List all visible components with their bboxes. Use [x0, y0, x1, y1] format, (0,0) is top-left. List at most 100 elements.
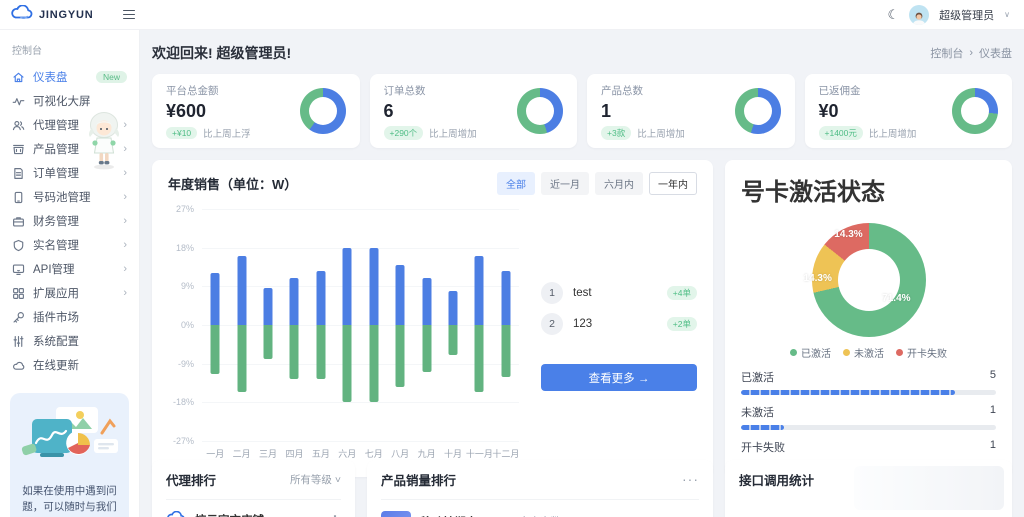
new-badge: New: [95, 71, 127, 83]
sidebar-item-订单管理[interactable]: 订单管理 ›: [0, 161, 139, 185]
product-list-item[interactable]: 80G 移动鲸塑卡 点击次数 ★★★★★: [381, 511, 699, 517]
sidebar-item-label: 财务管理: [33, 216, 79, 228]
sidebar-item-label: 系统配置: [33, 336, 79, 348]
sidebar-item-财务管理[interactable]: 财务管理 ›: [0, 209, 139, 233]
stats-row: 平台总金额 ¥600 +¥10 比上周上浮 订单总数 6 +290个 比上周增加 产…: [152, 74, 1012, 148]
sidebar-item-label: 可视化大屏: [33, 96, 91, 108]
sidebar-item-可视化大屏[interactable]: 可视化大屏: [0, 89, 139, 113]
x-tick-label: 十一月: [465, 449, 493, 459]
product-name: 移动鲸塑卡: [420, 514, 510, 517]
chevron-right-icon: ›: [123, 191, 127, 203]
bar-column-十月: 十月: [440, 209, 466, 459]
y-tick-label: -27%: [172, 436, 194, 446]
shop-icon: [12, 143, 25, 156]
filter-button-全部[interactable]: 全部: [497, 172, 535, 195]
support-text: 如果在使用中遇到问题，可以随时与我们取得联系: [22, 485, 117, 517]
app-header: JINGYUN ☾ 超级管理员 ∨: [0, 0, 1024, 30]
api-stats-title: 接口调用统计: [739, 474, 815, 488]
sidebar-item-label: 插件市场: [33, 312, 79, 324]
breadcrumb-current: 仪表盘: [979, 48, 1012, 60]
agent-ranking-title: 代理排行: [166, 474, 217, 488]
sales-ranking-list: 1 test +4单 2 123 +2单: [541, 273, 697, 344]
filter-button-近一月[interactable]: 近一月: [541, 172, 589, 195]
sidebar: 控制台 仪表盘 New 可视化大屏 代理管理 › 产品管理 › 订单管理 › 号码池管理 › 财务管理…: [0, 30, 140, 517]
sidebar-item-label: API管理: [33, 264, 75, 276]
cloud-icon: [12, 359, 25, 372]
sidebar-item-在线更新[interactable]: 在线更新: [0, 353, 139, 377]
sales-card-title: 年度销售（单位：W）: [168, 177, 298, 192]
sidebar-item-label: 实名管理: [33, 240, 79, 252]
chevron-down-icon: ∨: [1004, 10, 1010, 19]
user-menu[interactable]: 超级管理员: [939, 9, 995, 22]
sidebar-item-仪表盘[interactable]: 仪表盘 New: [0, 65, 139, 89]
stat-desc: 比上周增加: [868, 128, 917, 140]
more-options-icon[interactable]: ⋮: [329, 513, 341, 517]
sidebar-item-产品管理[interactable]: 产品管理 ›: [0, 137, 139, 161]
stat-card: 已返佣金 ¥0 +1400元 比上周增加: [804, 74, 1012, 148]
mascot-character[interactable]: [82, 110, 126, 170]
view-more-button[interactable]: 查看更多 →: [541, 364, 697, 391]
x-tick-label: 三月: [259, 449, 278, 459]
pie-slice-label: 14.3%: [834, 228, 863, 240]
stat-label: 产品总数: [601, 84, 643, 97]
stat-value: ¥600: [166, 100, 207, 121]
agent-level-filter[interactable]: 所有等级 ˅: [289, 474, 341, 486]
x-tick-label: 六月: [338, 449, 357, 459]
grid-icon: [12, 287, 25, 300]
sidebar-collapse-icon[interactable]: [120, 7, 138, 23]
sidebar-item-扩展应用[interactable]: 扩展应用 ›: [0, 281, 139, 305]
activation-label: 已激活: [741, 372, 774, 384]
filter-button-一年内[interactable]: 一年内: [649, 172, 697, 195]
chevron-right-icon: ›: [123, 167, 127, 179]
doc-icon: [12, 167, 25, 180]
annual-sales-card: 年度销售（单位：W） 全部 近一月 六月内 一年内 27% 18% 9% 0% -9% -18%…: [152, 160, 713, 477]
avatar[interactable]: [909, 4, 930, 25]
legend-item: 开卡失败: [896, 345, 947, 360]
x-tick-label: 一月: [206, 449, 225, 459]
breadcrumb-separator: ›: [969, 47, 973, 59]
stat-donut-chart: [734, 88, 781, 134]
bar-column-六月: 六月: [334, 209, 360, 459]
bar-column-八月: 八月: [387, 209, 413, 459]
breadcrumb-home[interactable]: 控制台: [930, 48, 964, 60]
shield-icon: [12, 239, 25, 252]
bar-column-一月: 一月: [202, 209, 228, 459]
sidebar-item-实名管理[interactable]: 实名管理 ›: [0, 233, 139, 257]
stat-value: ¥0: [818, 100, 839, 121]
sidebar-item-代理管理[interactable]: 代理管理 ›: [0, 113, 139, 137]
x-tick-label: 七月: [364, 449, 383, 459]
plug-icon: [12, 311, 25, 324]
home-icon: [12, 71, 25, 84]
activation-row-已激活: 已激活 5: [741, 369, 996, 395]
stat-donut-chart: [517, 88, 563, 134]
agent-list-item[interactable]: 惊云官方店铺 ⋮: [166, 510, 341, 517]
card-activation-status: 号卡激活状态 71.4% 14.3% 14.3% 已激活 未激活 开卡失败 已激活 5 未…: [725, 160, 1012, 477]
pie-slice-label: 71.4%: [882, 292, 911, 304]
brand-logo[interactable]: JINGYUN: [10, 4, 94, 25]
sliders-icon: [12, 335, 25, 348]
sidebar-item-API管理[interactable]: API管理 ›: [0, 257, 139, 281]
stat-desc: 比上周上浮: [203, 128, 251, 140]
sidebar-item-号码池管理[interactable]: 号码池管理 ›: [0, 185, 139, 209]
sidebar-item-label: 产品管理: [33, 144, 79, 156]
x-tick-label: 二月: [232, 449, 251, 459]
sidebar-item-label: 号码池管理: [33, 192, 91, 204]
filter-button-六月内[interactable]: 六月内: [595, 172, 643, 195]
bar-column-五月: 五月: [308, 209, 334, 459]
chevron-right-icon: ›: [123, 143, 127, 155]
ellipsis-icon[interactable]: ···: [682, 471, 699, 487]
sidebar-item-插件市场[interactable]: 插件市场: [0, 305, 139, 329]
card-agent-ranking: 代理排行 所有等级 ˅ 惊云官方店铺 ⋮: [152, 460, 355, 517]
chevron-right-icon: ›: [123, 239, 127, 251]
x-tick-label: 四月: [285, 449, 304, 459]
activation-value: 1: [989, 439, 996, 451]
dark-mode-toggle-icon[interactable]: ☾: [887, 7, 900, 22]
order-badge: +2单: [666, 317, 697, 331]
sidebar-item-系统配置[interactable]: 系统配置: [0, 329, 139, 353]
sidebar-item-label: 订单管理: [33, 168, 79, 180]
card-api-stats: 接口调用统计: [725, 460, 1012, 517]
support-illustration: [21, 407, 118, 457]
phone-icon: [12, 191, 25, 204]
sales-filters: 全部 近一月 六月内 一年内: [497, 172, 697, 195]
sidebar-item-label: 扩展应用: [33, 288, 79, 300]
